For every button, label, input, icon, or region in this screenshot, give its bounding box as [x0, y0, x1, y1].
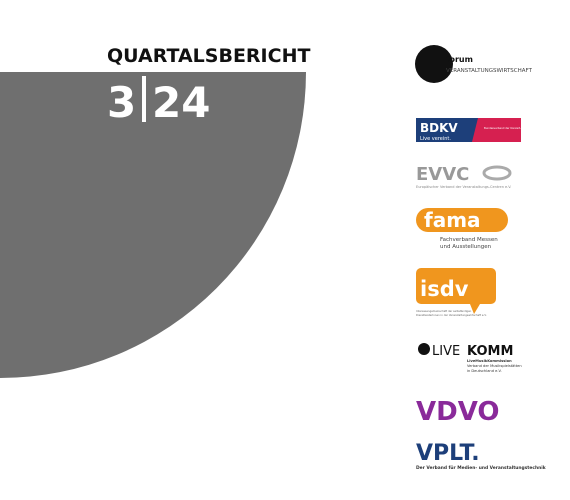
fama-box: [416, 208, 508, 232]
vplt-full: Der Verband für Medien- und Veranstaltun…: [416, 465, 546, 471]
fama-name: fama: [424, 208, 481, 232]
livekomm-line1: LiveMusikKommission: [467, 359, 512, 363]
vplt-name: VPLT.: [416, 441, 480, 466]
quarter: 3: [107, 78, 136, 127]
year: 24: [152, 78, 210, 127]
livekomm-live: LIVE: [432, 344, 460, 359]
gray-quarter-circle: [0, 72, 306, 378]
livekomm-line3: in Deutschland e.V.: [467, 369, 502, 373]
fama-line2: und Ausstellungen: [440, 244, 492, 250]
forum-circle: [415, 45, 453, 83]
evvc-full: Europäischer Verband der Veranstaltungs-…: [416, 185, 511, 189]
bdkv-full: Bundesverband der Konzert- und Veranstal…: [484, 126, 566, 130]
vdvo-name: VDVO: [416, 397, 499, 427]
bdkv-tagline: Live vereint.: [420, 136, 451, 142]
fama-line1: Fachverband Messen: [440, 237, 498, 243]
livekomm-komm: KOMM: [467, 344, 513, 359]
livekomm-line2: Verband der Musikspielstätten: [467, 364, 522, 368]
report-title: QUARTALSBERICHT: [107, 45, 310, 67]
isdv-box: [416, 268, 496, 304]
isdv-line1: Interessengemeinschaft der selbständigen: [416, 309, 472, 313]
livekomm-dot: [418, 343, 430, 355]
evvc-ring: [482, 165, 512, 181]
separator: [142, 76, 146, 122]
forum-name: forum: [446, 55, 473, 64]
isdv-name: isdv: [420, 277, 469, 301]
evvc-name: EVVC: [416, 164, 469, 185]
isdv-tail: [470, 304, 480, 314]
isdv-line2: DienstleisterInnen in der Veranstaltungs…: [416, 313, 487, 317]
forum-subtitle: VERANSTALTUNGSWIRTSCHAFT: [446, 68, 533, 74]
bdkv-name: BDKV: [420, 121, 458, 135]
bdkv-accent: [472, 118, 521, 142]
